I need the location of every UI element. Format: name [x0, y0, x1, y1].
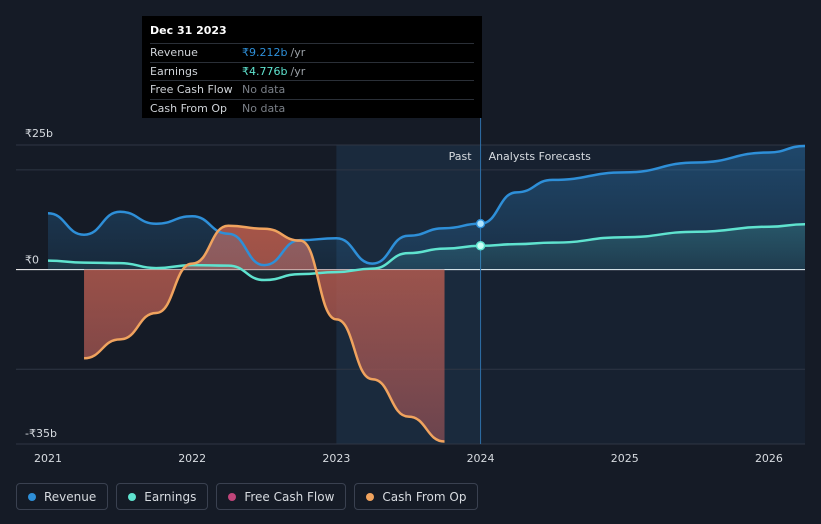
- legend-dot-icon: [28, 492, 36, 501]
- x-tick-label: 2026: [755, 452, 783, 465]
- legend-item-free-cash-flow[interactable]: Free Cash Flow: [216, 483, 347, 510]
- x-tick-label: 2025: [611, 452, 639, 465]
- past-label: Past: [449, 150, 473, 163]
- earnings-line: [47, 222, 806, 282]
- cash-from-op-area: [84, 225, 445, 442]
- tooltip-value: ₹9.212b/yr: [242, 44, 305, 62]
- forecast-label: Analysts Forecasts: [489, 150, 592, 163]
- tooltip-label: Revenue: [150, 46, 198, 59]
- x-tick-label: 2021: [34, 452, 62, 465]
- tooltip-value: No data: [242, 100, 285, 118]
- legend-item-revenue[interactable]: Revenue: [16, 483, 109, 510]
- tooltip-unit: /yr: [290, 46, 306, 59]
- legend-label: Cash From Op: [382, 489, 467, 504]
- cash-from-op-line: [83, 224, 445, 443]
- tooltip-label: Cash From Op: [150, 101, 228, 115]
- chart-legend: Revenue Earnings Free Cash Flow Cash Fro…: [16, 483, 479, 510]
- x-tick-label: 2024: [467, 452, 495, 465]
- y-tick-label: -₹35b: [25, 427, 57, 440]
- x-tick-label: 2022: [178, 452, 206, 465]
- legend-item-cash-from-op[interactable]: Cash From Op: [354, 483, 479, 510]
- legend-label: Free Cash Flow: [244, 489, 335, 504]
- y-tick-label: ₹0: [25, 254, 39, 267]
- y-tick-label: ₹25b: [25, 127, 53, 140]
- tooltip-date: Dec 31 2023: [150, 24, 227, 37]
- tooltip-label: Free Cash Flow: [150, 83, 233, 96]
- chart-tooltip: Dec 31 2023 Revenue ₹9.212b/yr Earnings …: [142, 16, 482, 118]
- legend-item-earnings[interactable]: Earnings: [116, 483, 209, 510]
- tooltip-row-cfo: Cash From Op No data: [150, 98, 474, 118]
- earnings-marker: [475, 241, 486, 251]
- tooltip-row-fcf: Free Cash Flow No data: [150, 80, 474, 99]
- revenue-line: [47, 144, 806, 267]
- x-tick-label: 2023: [322, 452, 350, 465]
- tooltip-label: Earnings: [150, 64, 198, 78]
- revenue-marker: [475, 218, 486, 229]
- tooltip-fcf-value: No data: [242, 83, 286, 96]
- tooltip-value: No data: [242, 81, 285, 99]
- tooltip-value: ₹4.776b/yr: [242, 63, 305, 81]
- tooltip-row-revenue: Revenue ₹9.212b/yr: [150, 43, 474, 62]
- legend-label: Revenue: [44, 489, 97, 504]
- tooltip-unit: /yr: [290, 64, 306, 78]
- tooltip-cfo-value: No data: [242, 101, 286, 115]
- legend-dot-icon: [228, 492, 237, 501]
- legend-dot-icon: [128, 492, 137, 501]
- tooltip-revenue-value: ₹9.212b: [242, 46, 288, 59]
- legend-label: Earnings: [144, 489, 197, 504]
- legend-dot-icon: [366, 492, 375, 501]
- tooltip-earnings-value: ₹4.776b: [242, 64, 288, 78]
- tooltip-row-earnings: Earnings ₹4.776b/yr: [150, 61, 474, 81]
